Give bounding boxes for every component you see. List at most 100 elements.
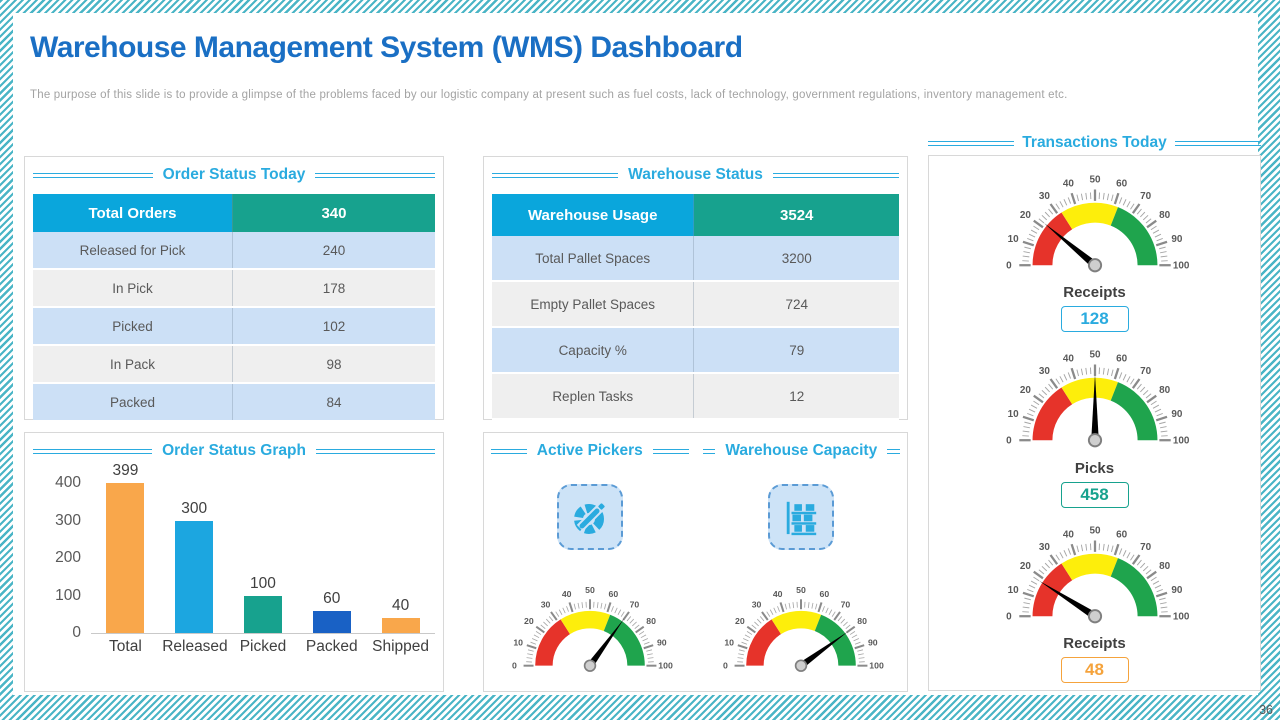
table-row: Empty Pallet Spaces 724 — [492, 281, 899, 328]
gauge-label: Receipts — [1063, 283, 1126, 301]
x-category-label: Picked — [239, 638, 287, 655]
warehouse-status-table: Warehouse Usage 3524 Total Pallet Spaces… — [492, 194, 899, 420]
slide-background: Warehouse Management System (WMS) Dashbo… — [13, 13, 1262, 695]
svg-text:40: 40 — [562, 589, 572, 599]
gauge: 0 10 20 30 40 50 60 70 80 90 100 — [512, 585, 673, 672]
order-status-table: Total Orders 340 Released for Pick 240 In … — [33, 194, 435, 422]
bar-value-label: 300 — [181, 499, 208, 517]
row-value: 79 — [693, 327, 899, 374]
gauge: 0 10 20 30 40 50 60 70 80 90 100 — [1006, 526, 1189, 624]
warehouse-capacity-gauge: 0 10 20 30 40 50 60 70 80 90 100 — [708, 576, 894, 681]
bar-chart-y-axis: 0 100 200 300 400 — [35, 474, 81, 641]
transaction-gauge-group: 0 10 20 30 40 50 60 70 80 90 100 Receipts 48 — [989, 514, 1201, 684]
row-label: Released for Pick — [33, 232, 233, 270]
table-row: Total Pallet Spaces 3200 — [492, 236, 899, 282]
svg-text:10: 10 — [725, 637, 735, 647]
title-decoration-line — [491, 448, 527, 454]
page-title: Warehouse Management System (WMS) Dashbo… — [30, 31, 743, 64]
table-header-value: 340 — [232, 194, 435, 232]
table-row: Capacity % 79 — [492, 327, 899, 374]
bar-group: 399 — [93, 462, 157, 633]
transactions-panel-body: 0 10 20 30 40 50 60 70 80 90 100 Receipts 128 0 10 20 30… — [929, 156, 1260, 690]
warehouse-status-title-row: Warehouse Status — [492, 166, 899, 184]
gauge-hub — [1087, 609, 1102, 624]
svg-text:100: 100 — [1172, 260, 1189, 271]
warehouse-capacity-section: Warehouse Capacity — [696, 433, 908, 691]
row-value: 240 — [232, 232, 435, 270]
svg-text:90: 90 — [1171, 585, 1183, 596]
svg-text:20: 20 — [1019, 209, 1031, 220]
svg-text:80: 80 — [1159, 385, 1171, 396]
title-decoration-line — [772, 172, 899, 178]
table-header-label: Warehouse Usage — [492, 194, 695, 236]
picker-wheel-icon — [573, 503, 605, 534]
svg-text:70: 70 — [629, 599, 639, 609]
y-tick-label: 400 — [55, 474, 81, 491]
svg-text:60: 60 — [1116, 178, 1128, 189]
bar — [243, 595, 282, 633]
svg-text:90: 90 — [868, 637, 878, 647]
y-tick-label: 100 — [55, 586, 81, 604]
svg-text:50: 50 — [1089, 526, 1101, 537]
svg-text:20: 20 — [735, 616, 745, 626]
svg-text:60: 60 — [608, 589, 618, 599]
bar-group: 300 — [162, 499, 226, 633]
bar-value-label: 60 — [323, 589, 341, 607]
table-row: In Pack 98 — [33, 345, 435, 384]
svg-text:80: 80 — [1159, 561, 1171, 572]
svg-text:60: 60 — [1116, 530, 1128, 541]
row-value: 98 — [232, 345, 435, 384]
bar-chart-plot-area: 399 300 100 60 40 — [91, 462, 435, 634]
svg-text:70: 70 — [841, 599, 851, 609]
title-decoration-line — [33, 448, 153, 454]
warehouse-status-panel: Warehouse Status Warehouse Usage 3524 To… — [483, 156, 908, 420]
gauge-hub — [1087, 433, 1102, 448]
svg-text:100: 100 — [658, 661, 673, 671]
table-header-label: Total Orders — [33, 194, 233, 232]
title-decoration-line — [492, 172, 619, 178]
row-label: Picked — [33, 307, 233, 346]
svg-text:50: 50 — [796, 585, 806, 595]
x-category-label: Total — [109, 638, 142, 655]
svg-text:20: 20 — [524, 616, 534, 626]
gauge-value-box: 458 — [1060, 481, 1129, 508]
row-value: 724 — [693, 281, 899, 328]
meters-panel: Active Pickers 0 10 20 30 40 50 60 70 80 90 100 — [483, 432, 908, 692]
y-tick-label: 0 — [72, 624, 81, 641]
svg-text:30: 30 — [1038, 190, 1050, 201]
svg-text:20: 20 — [1019, 561, 1031, 572]
y-tick-label: 200 — [55, 549, 81, 566]
gauge-hub — [1087, 257, 1102, 272]
svg-text:30: 30 — [1038, 366, 1050, 377]
row-value: 84 — [232, 383, 435, 422]
order-status-title-row: Order Status Today — [33, 166, 435, 184]
svg-text:0: 0 — [512, 661, 517, 671]
row-label: Packed — [33, 383, 233, 422]
svg-text:10: 10 — [1007, 233, 1019, 244]
table-header-value: 3524 — [693, 194, 899, 236]
bar — [381, 618, 420, 633]
svg-text:30: 30 — [540, 599, 550, 609]
page-subtitle: The purpose of this slide is to provide … — [30, 89, 1068, 101]
order-status-title: Order Status Today — [162, 166, 306, 183]
svg-text:30: 30 — [1038, 542, 1050, 553]
transactions-title-row: Transactions Today — [928, 134, 1262, 152]
x-category-label: Released — [162, 638, 228, 655]
row-label: In Pack — [33, 345, 233, 384]
svg-text:70: 70 — [1140, 366, 1152, 377]
gauge: 0 10 20 30 40 50 60 70 80 90 100 — [723, 585, 884, 672]
warehouse-status-title: Warehouse Status — [628, 166, 763, 183]
svg-text:40: 40 — [1062, 178, 1074, 189]
svg-text:100: 100 — [1172, 612, 1189, 623]
svg-text:40: 40 — [773, 589, 783, 599]
row-label: Total Pallet Spaces — [492, 236, 695, 282]
title-decoration-line — [315, 172, 435, 178]
active-pickers-title-row: Active Pickers — [491, 442, 689, 460]
svg-text:90: 90 — [1171, 409, 1183, 420]
row-label: In Pick — [33, 269, 233, 308]
bar-value-label: 399 — [112, 462, 139, 480]
title-decoration-line — [315, 448, 435, 454]
svg-text:50: 50 — [585, 585, 595, 595]
title-decoration-line — [928, 140, 1015, 146]
